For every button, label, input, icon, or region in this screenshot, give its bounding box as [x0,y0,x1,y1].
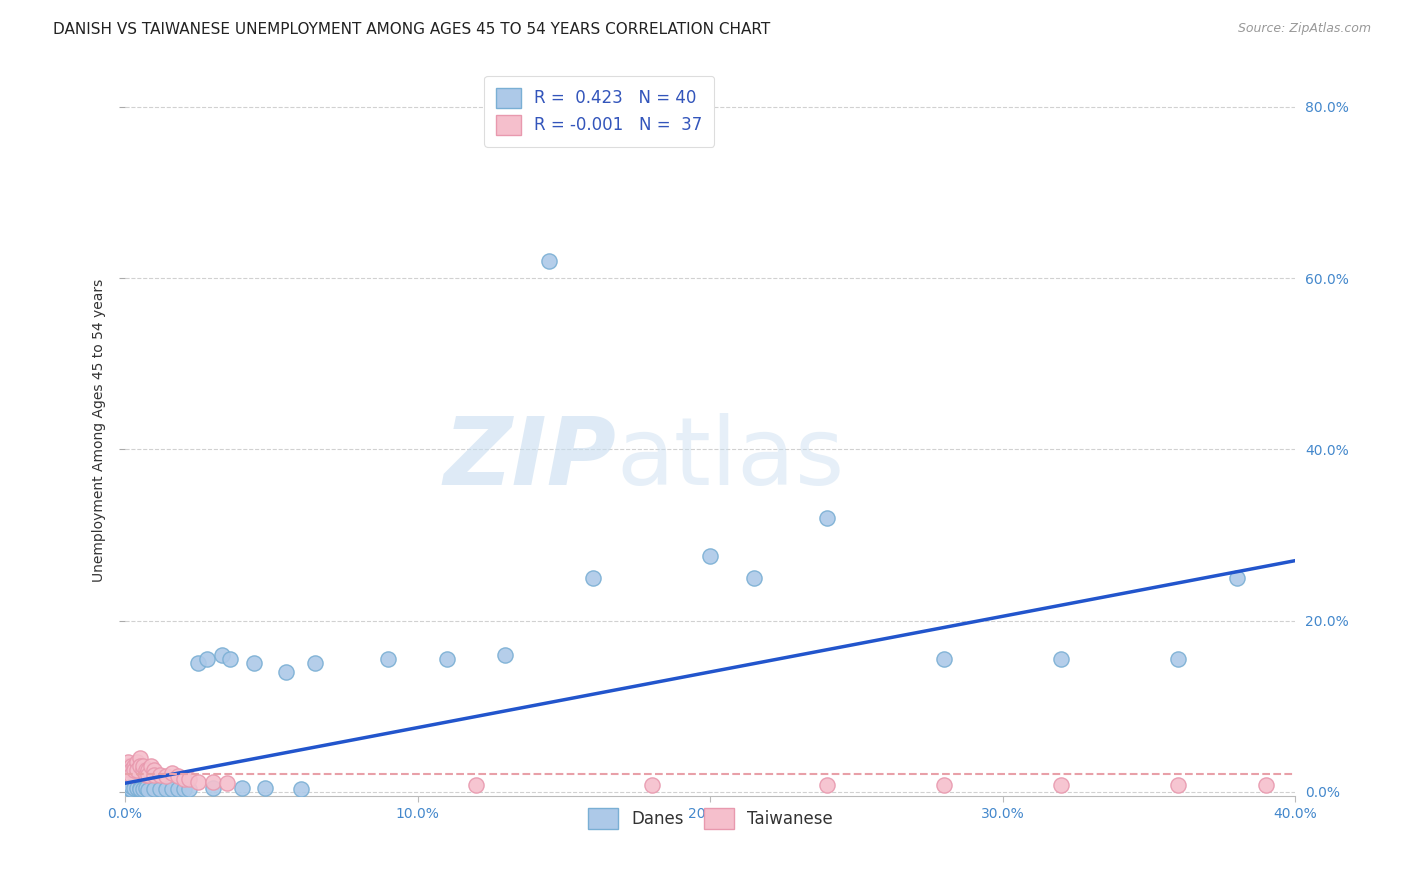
Point [201,780,224,795]
Point [538,254,561,268]
Point [173,772,195,786]
Point [254,780,277,795]
Point [125,781,148,796]
Point [117,780,139,795]
Point [815,778,838,792]
Point [135,781,157,796]
Point [187,657,209,671]
Point [143,782,166,797]
Legend: Danes, Taiwanese: Danes, Taiwanese [581,802,839,835]
Point [219,652,242,666]
Text: ZIP: ZIP [444,413,617,506]
Point [436,652,458,666]
Point [120,779,142,793]
Point [173,782,195,797]
Point [128,782,150,797]
Point [274,665,297,679]
Point [211,648,233,662]
Point [160,782,183,797]
Point [187,774,209,789]
Point [117,764,139,778]
Point [149,782,172,797]
Point [290,782,312,797]
Point [699,549,721,564]
Point [494,648,516,662]
Text: Source: ZipAtlas.com: Source: ZipAtlas.com [1237,22,1371,36]
Point [1254,778,1277,792]
Point [179,782,201,797]
Point [143,764,166,778]
Point [155,769,177,783]
Point [122,780,145,795]
Point [120,767,142,781]
Point [149,767,172,781]
Point [120,759,142,773]
Point [160,766,183,780]
Point [231,780,253,795]
Point [117,755,139,769]
Point [131,759,153,773]
Point [1226,571,1249,585]
Point [465,778,488,792]
Point [138,783,160,797]
Point [135,767,157,781]
Point [128,780,150,795]
Point [155,782,177,797]
Point [1050,652,1073,666]
Point [201,774,224,789]
Point [125,755,148,769]
Point [122,764,145,778]
Point [1167,778,1189,792]
Point [934,778,956,792]
Point [243,657,266,671]
Point [377,652,399,666]
Text: atlas: atlas [617,413,845,506]
Point [120,782,142,797]
Point [143,767,166,781]
Point [128,750,150,764]
Point [128,759,150,773]
Point [934,652,956,666]
Point [135,764,157,778]
Point [582,571,605,585]
Point [195,652,218,666]
Point [217,776,239,790]
Point [122,759,145,773]
Point [131,782,153,797]
Point [131,764,153,778]
Y-axis label: Unemployment Among Ages 45 to 54 years: Unemployment Among Ages 45 to 54 years [93,278,107,582]
Point [815,511,838,525]
Point [117,759,139,773]
Point [1050,778,1073,792]
Point [179,772,201,786]
Text: DANISH VS TAIWANESE UNEMPLOYMENT AMONG AGES 45 TO 54 YEARS CORRELATION CHART: DANISH VS TAIWANESE UNEMPLOYMENT AMONG A… [53,22,770,37]
Point [125,764,148,778]
Point [120,764,142,778]
Point [304,657,326,671]
Point [166,769,188,783]
Point [742,571,765,585]
Point [1167,652,1189,666]
Point [166,782,188,797]
Point [138,764,160,778]
Point [640,778,662,792]
Point [141,759,163,773]
Point [138,767,160,781]
